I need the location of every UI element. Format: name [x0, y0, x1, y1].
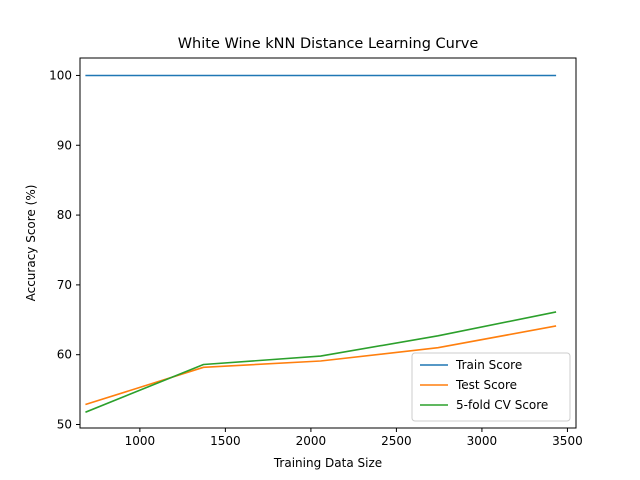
y-tick-label: 60	[57, 348, 72, 362]
chart-title: White Wine kNN Distance Learning Curve	[178, 36, 479, 52]
legend-box	[411, 352, 571, 422]
x-tick-label: 3000	[467, 434, 498, 448]
y-tick-label: 70	[57, 278, 72, 292]
y-tick-label: 100	[49, 68, 72, 82]
y-axis-label: Accuracy Score (%)	[24, 185, 38, 302]
x-tick-label: 2000	[296, 434, 327, 448]
y-tick-label: 80	[57, 208, 72, 222]
y-tick-label: 50	[57, 418, 72, 432]
x-tick-label: 1500	[210, 434, 241, 448]
axes-frame	[79, 57, 577, 429]
y-tick-label: 90	[57, 138, 72, 152]
axis-ticks: 1000 1500 2000 2500 3000 3500 50 60 70 80 90 100	[49, 68, 583, 448]
x-tick-label: 1000	[125, 434, 156, 448]
x-tick-label: 2500	[381, 434, 412, 448]
legend-label-test-score: Test Score	[455, 378, 517, 392]
x-tick-label: 3500	[552, 434, 583, 448]
series-line-5-fold-cv-score	[85, 311, 557, 413]
x-axis-label: Training Data Size	[273, 456, 382, 470]
legend-label-train-score: Train Score	[455, 358, 522, 372]
legend: Train Score Test Score 5-fold CV Score	[411, 352, 571, 422]
plot-area	[85, 74, 557, 413]
legend-label-5-fold-cv-score: 5-fold CV Score	[456, 398, 548, 412]
